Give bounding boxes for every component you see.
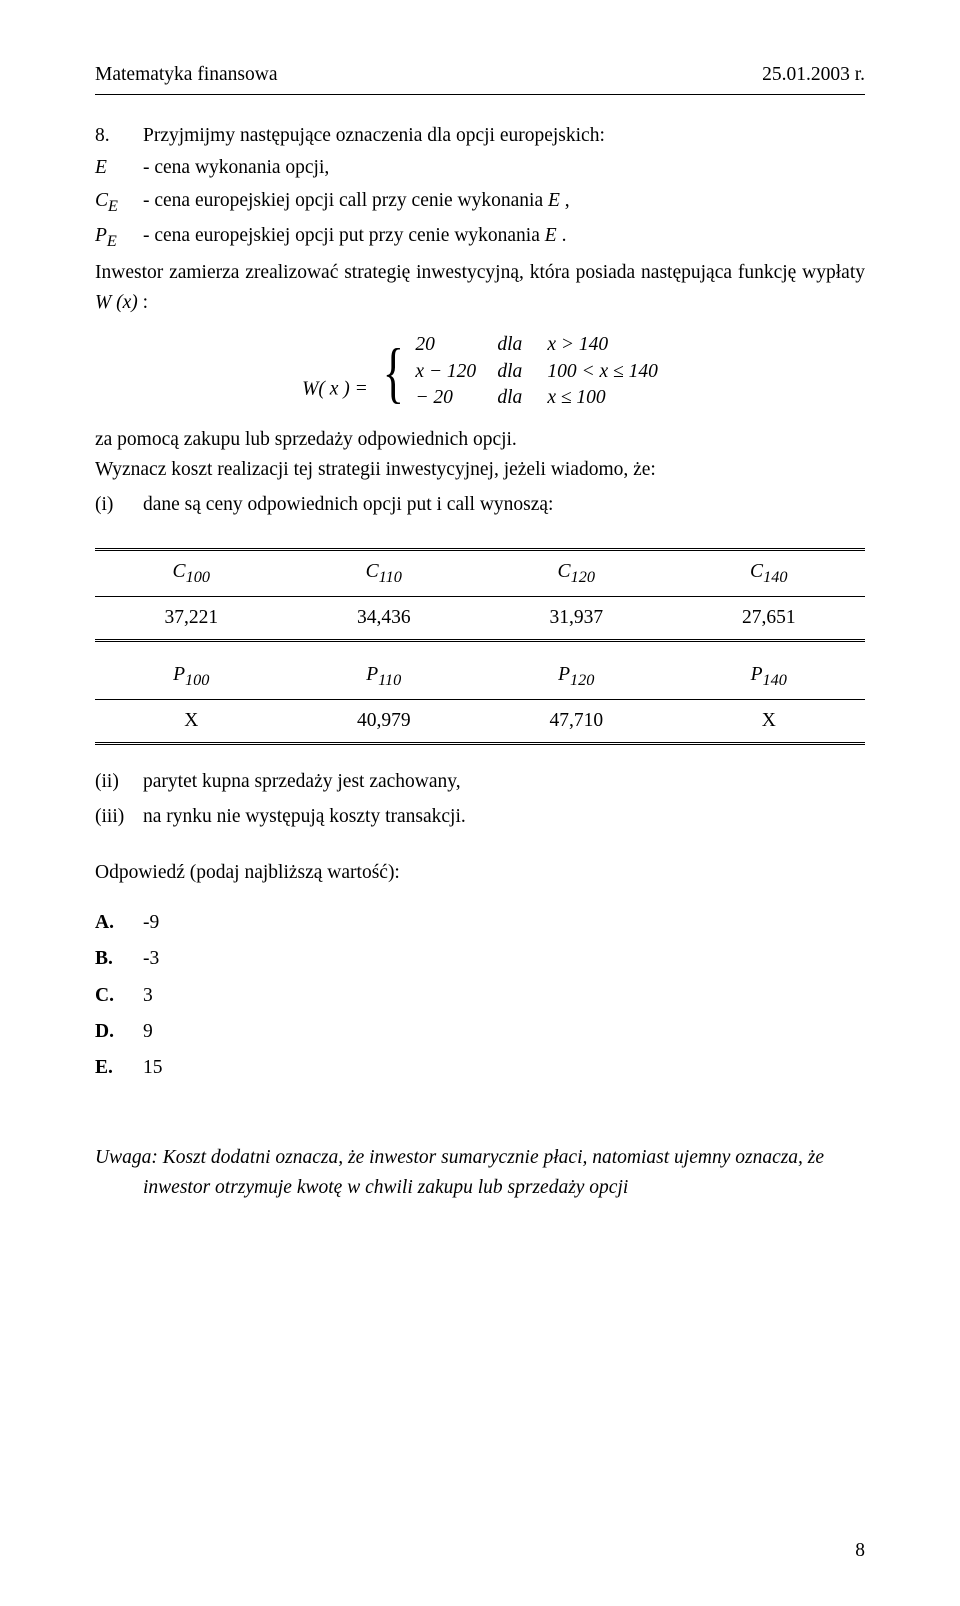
table-cell: 27,651: [673, 596, 866, 640]
answer-option: C. 3: [95, 981, 865, 1011]
def-symbol: PE: [95, 221, 143, 254]
table-cell: 40,979: [288, 700, 481, 744]
answer-option: E. 15: [95, 1053, 865, 1083]
def-text: - cena europejskiej opcji put przy cenie…: [143, 221, 566, 254]
table-header: P140: [673, 654, 866, 700]
table-cell: X: [673, 700, 866, 744]
item-iii: (iii) na rynku nie występują koszty tran…: [95, 802, 865, 832]
table-cell: 47,710: [480, 700, 673, 744]
def-row: E - cena wykonania opcji,: [95, 153, 865, 183]
def-row: PE - cena europejskiej opcji put przy ce…: [95, 221, 865, 254]
answer-value: 9: [143, 1017, 153, 1047]
table-header: C140: [673, 549, 866, 596]
item-i: (i) dane są ceny odpowiednich opcji put …: [95, 490, 865, 520]
table-header: P100: [95, 654, 288, 700]
def-row: CE - cena europejskiej opcji call przy c…: [95, 186, 865, 219]
note-line1: Uwaga: Koszt dodatni oznacza, że inwesto…: [95, 1143, 865, 1173]
case-cond: x > 140: [547, 332, 608, 358]
page-number: 8: [855, 1536, 865, 1566]
table-header: C100: [95, 549, 288, 596]
answer-value: 15: [143, 1053, 163, 1083]
answer-value: 3: [143, 981, 153, 1011]
case-cond: x ≤ 100: [547, 385, 605, 411]
answer-option: B. -3: [95, 944, 865, 974]
case-value: 20: [415, 332, 497, 358]
table-cell: 34,436: [288, 596, 481, 640]
page-header: Matematyka finansowa 25.01.2003 r.: [95, 60, 865, 95]
note-line2: inwestor otrzymuje kwotę w chwili zakupu…: [95, 1173, 865, 1203]
payoff-function: W( x ) = { 20 dla x > 140 x − 120 dla 10…: [95, 332, 865, 411]
doc-date: 25.01.2003 r.: [762, 60, 865, 90]
table-cell: 37,221: [95, 596, 288, 640]
paragraph-1: Inwestor zamierza zrealizować strategię …: [95, 258, 865, 318]
case-dla: dla: [497, 359, 547, 385]
def-text: - cena europejskiej opcji call przy ceni…: [143, 186, 570, 219]
def-text: - cena wykonania opcji,: [143, 153, 329, 183]
question-number: 8.: [95, 121, 143, 151]
case-dla: dla: [497, 385, 547, 411]
answers-list: A. -9 B. -3 C. 3 D. 9 E. 15: [95, 908, 865, 1083]
call-price-table: C100 C110 C120 C140 37,221 34,436 31,937…: [95, 548, 865, 746]
def-symbol: CE: [95, 186, 143, 219]
answer-letter: D.: [95, 1017, 143, 1047]
answer-letter: B.: [95, 944, 143, 974]
roman-label: (i): [95, 490, 143, 520]
answer-value: -3: [143, 944, 159, 974]
answer-letter: A.: [95, 908, 143, 938]
price-tables: C100 C110 C120 C140 37,221 34,436 31,937…: [95, 548, 865, 746]
table-cell: 31,937: [480, 596, 673, 640]
item-text: na rynku nie występują koszty transakcji…: [143, 802, 466, 832]
item-text: parytet kupna sprzedaży jest zachowany,: [143, 767, 461, 797]
roman-label: (iii): [95, 802, 143, 832]
case-cond: 100 < x ≤ 140: [547, 359, 658, 385]
answer-option: D. 9: [95, 1017, 865, 1047]
formula-lhs: W( x ) =: [302, 379, 368, 400]
paragraph-3: Wyznacz koszt realizacji tej strategii i…: [95, 455, 865, 485]
table-header: P110: [288, 654, 481, 700]
doc-title: Matematyka finansowa: [95, 60, 277, 90]
left-brace-icon: {: [382, 338, 403, 406]
table-header: P120: [480, 654, 673, 700]
answer-letter: C.: [95, 981, 143, 1011]
table-header: C110: [288, 549, 481, 596]
def-symbol: E: [95, 153, 143, 183]
paragraph-2: za pomocą zakupu lub sprzedaży odpowiedn…: [95, 425, 865, 455]
answer-value: -9: [143, 908, 159, 938]
answer-letter: E.: [95, 1053, 143, 1083]
case-value: x − 120: [415, 359, 497, 385]
answer-option: A. -9: [95, 908, 865, 938]
answer-prompt: Odpowiedź (podaj najbliższą wartość):: [95, 858, 865, 888]
question-row: 8. Przyjmijmy następujące oznaczenia dla…: [95, 121, 865, 151]
case-value: − 20: [415, 385, 497, 411]
question-intro: Przyjmijmy następujące oznaczenia dla op…: [143, 121, 865, 151]
item-text: dane są ceny odpowiednich opcji put i ca…: [143, 490, 553, 520]
case-dla: dla: [497, 332, 547, 358]
definitions-block: E - cena wykonania opcji, CE - cena euro…: [95, 153, 865, 253]
table-cell: X: [95, 700, 288, 744]
roman-label: (ii): [95, 767, 143, 797]
exam-page: Matematyka finansowa 25.01.2003 r. 8. Pr…: [0, 0, 960, 1606]
item-ii: (ii) parytet kupna sprzedaży jest zachow…: [95, 767, 865, 797]
note-block: Uwaga: Koszt dodatni oznacza, że inwesto…: [95, 1143, 865, 1203]
table-header: C120: [480, 549, 673, 596]
